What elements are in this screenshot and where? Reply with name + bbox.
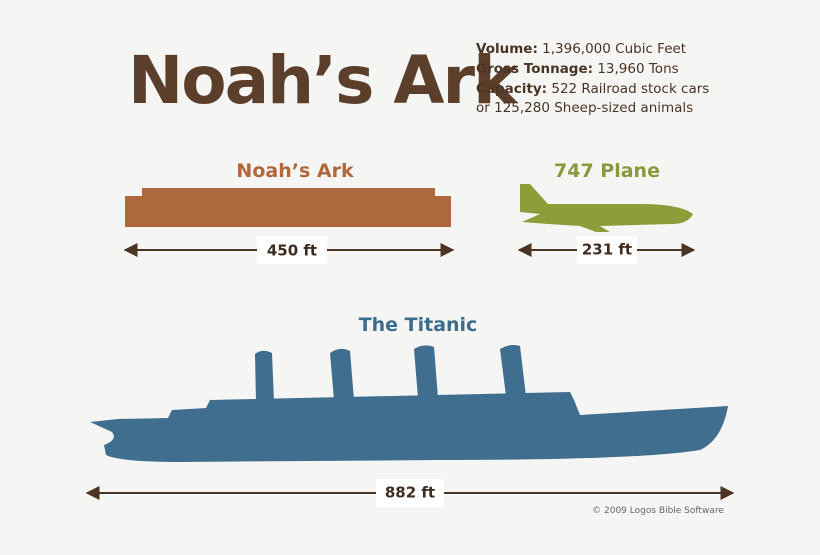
- title: Noah’s Ark: [128, 42, 519, 119]
- plane-length-box: [577, 236, 637, 264]
- spec-line: Capacity: 522 Railroad stock cars: [476, 81, 709, 97]
- titanic-shape: [90, 345, 728, 462]
- ark-length: 450 ft: [267, 242, 317, 260]
- ark-label: Noah’s Ark: [236, 160, 354, 182]
- ark-shape: [125, 188, 451, 227]
- plane-length: 231 ft: [582, 241, 632, 259]
- credit: © 2009 Logos Bible Software: [592, 506, 724, 516]
- plane-shape: [520, 184, 693, 232]
- ark-length-box: [257, 236, 327, 264]
- spec-label: Capacity:: [476, 81, 547, 97]
- spec-line: Gross Tonnage: 13,960 Tons: [476, 61, 679, 77]
- spec-line: or 125,280 Sheep-sized animals: [476, 100, 693, 116]
- spec-line: Volume: 1,396,000 Cubic Feet: [476, 41, 686, 57]
- spec-value: 1,396,000 Cubic Feet: [542, 41, 686, 57]
- plane-label: 747 Plane: [554, 160, 660, 182]
- spec-value: 13,960 Tons: [597, 61, 678, 77]
- titanic-length-box: [376, 479, 444, 507]
- spec-value: 522 Railroad stock cars: [551, 81, 709, 97]
- titanic-label: The Titanic: [359, 314, 478, 336]
- titanic-length: 882 ft: [385, 484, 435, 502]
- spec-label: Gross Tonnage:: [476, 61, 593, 77]
- spec-label: Volume:: [476, 41, 538, 57]
